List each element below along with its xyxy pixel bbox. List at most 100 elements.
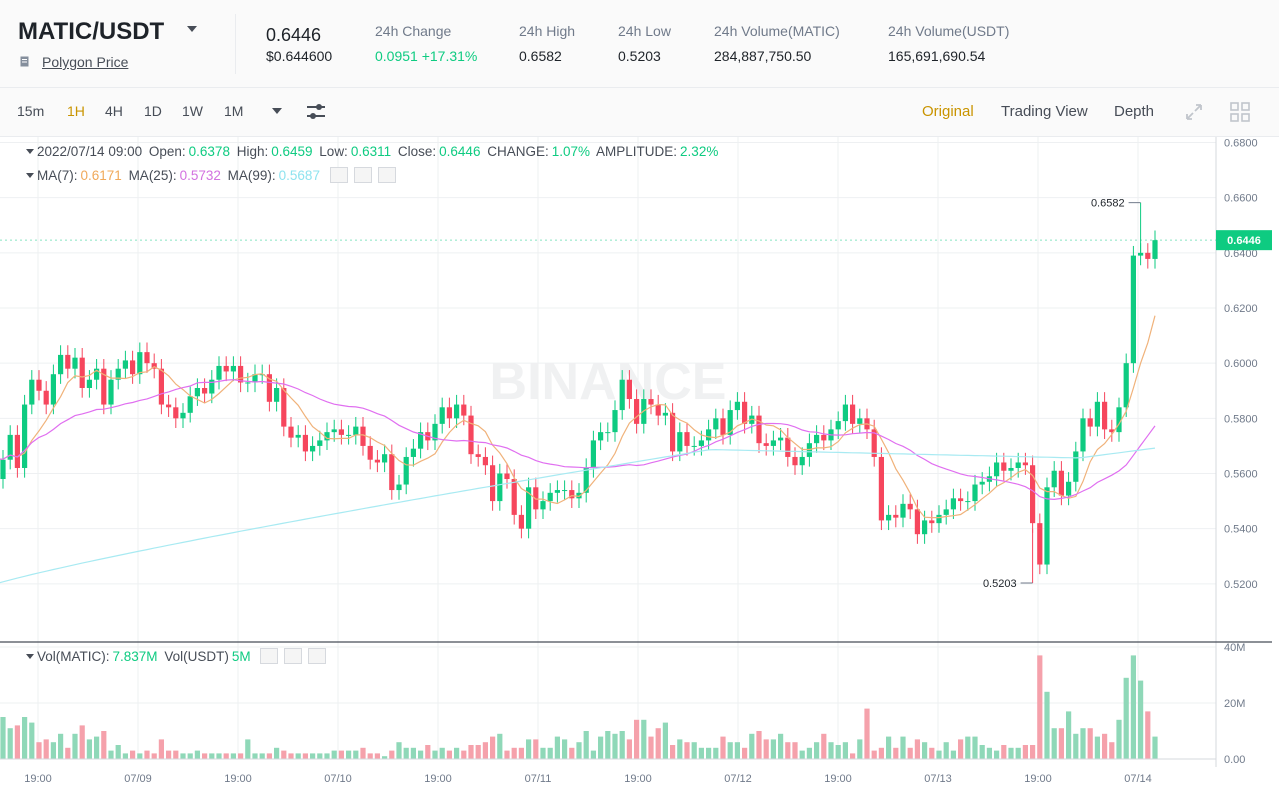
- volume-bar: [706, 747, 712, 759]
- price-tick-label: 0.6600: [1224, 193, 1258, 205]
- candle-body: [958, 498, 964, 502]
- volume-bar: [259, 753, 265, 759]
- candle-body: [540, 501, 546, 510]
- ma99-label: MA(99):: [227, 168, 276, 183]
- interval-4H[interactable]: 4H: [105, 103, 123, 119]
- stat-label: 24h Volume(USDT): [888, 23, 1010, 39]
- coin-info-link[interactable]: Polygon Price: [42, 54, 129, 70]
- ma-settings-icon[interactable]: [353, 167, 372, 183]
- interval-1H[interactable]: 1H: [67, 103, 85, 119]
- view-tab[interactable]: Trading View: [1001, 103, 1088, 120]
- volume-bar: [202, 753, 208, 759]
- time-tick-label: 07/13: [924, 773, 952, 785]
- time-tick-label: 19:00: [224, 773, 252, 785]
- candle-body: [475, 454, 481, 457]
- stat-value: 0.0951 +17.31%: [375, 48, 478, 64]
- candle-body: [648, 399, 654, 405]
- more-intervals-icon[interactable]: [272, 108, 282, 114]
- candle-body: [137, 352, 143, 375]
- time-tick-label: 19:00: [824, 773, 852, 785]
- volume-bar: [936, 750, 942, 759]
- volume-bar: [403, 747, 409, 759]
- candle-body: [504, 473, 510, 480]
- candle-body: [634, 399, 640, 424]
- stat-label: 24h Change: [375, 23, 452, 39]
- fullscreen-icon[interactable]: [1184, 102, 1204, 122]
- time-tick-label: 07/12: [724, 773, 752, 785]
- candle-body: [720, 418, 726, 435]
- volume-bar: [958, 739, 964, 759]
- ma-close-icon[interactable]: [377, 167, 396, 183]
- vol-settings-icon[interactable]: [284, 648, 303, 664]
- volume-bar: [1015, 747, 1021, 759]
- volume-bar: [893, 747, 899, 759]
- volume-bar: [194, 750, 200, 759]
- volume-bar: [1094, 736, 1100, 759]
- candle-body: [605, 432, 611, 434]
- candle-body: [1073, 451, 1079, 482]
- collapse-volume-icon[interactable]: [26, 654, 34, 659]
- volume-bar: [180, 753, 186, 759]
- volume-bar: [245, 739, 251, 759]
- candlestick-chart[interactable]: BINANCE 0.52000.54000.56000.58000.60000.…: [0, 137, 1279, 797]
- vol-visibility-icon[interactable]: [260, 648, 279, 664]
- stat-label: 24h Low: [618, 23, 671, 39]
- candle-body: [770, 440, 776, 446]
- close-label: Close:: [397, 144, 437, 159]
- volume-bar: [79, 725, 85, 759]
- volume-bar: [65, 747, 71, 759]
- volume-bar: [857, 739, 863, 759]
- chart-toolbar: 15m 1H 4H 1D 1W 1M Original Trading View Depth: [0, 88, 1279, 137]
- watermark: BINANCE: [490, 353, 727, 411]
- candle-body: [374, 459, 380, 463]
- candle-body: [1030, 465, 1036, 524]
- volume-bar: [878, 747, 884, 759]
- candle-body: [972, 484, 978, 502]
- interval-1D[interactable]: 1D: [144, 103, 162, 119]
- time-tick-label: 07/11: [525, 773, 552, 785]
- vol-close-icon[interactable]: [308, 648, 327, 664]
- ma-visibility-icon[interactable]: [329, 167, 348, 183]
- settings-sliders-icon[interactable]: [306, 102, 326, 122]
- candle-body: [209, 379, 215, 394]
- candle-body: [324, 432, 330, 441]
- ma-legend: MA(7): 0.6171 MA(25): 0.5732 MA(99): 0.5687: [26, 167, 399, 183]
- collapse-legend-icon[interactable]: [26, 149, 34, 154]
- volume-bar: [238, 753, 244, 759]
- volume-bar: [446, 750, 452, 759]
- view-tab[interactable]: Original: [922, 103, 974, 120]
- volume-tick-label: 20M: [1224, 698, 1245, 710]
- volume-bar: [540, 747, 546, 759]
- candle-body: [612, 410, 618, 433]
- volume-bar: [461, 750, 467, 759]
- pair-dropdown-icon[interactable]: [187, 26, 197, 32]
- stat-value: 165,691,690.54: [888, 48, 986, 64]
- volume-bar: [274, 747, 280, 759]
- candle-body: [706, 429, 712, 441]
- interval-1W[interactable]: 1W: [182, 103, 203, 119]
- candle-body: [821, 434, 827, 441]
- volume-bar: [799, 750, 805, 759]
- price-tick-label: 0.6400: [1224, 248, 1258, 260]
- view-tab[interactable]: Depth: [1114, 103, 1155, 120]
- pair-title[interactable]: MATIC/USDT: [18, 18, 165, 45]
- candle-body: [914, 509, 920, 535]
- volume-bar: [641, 719, 647, 759]
- volume-bar: [396, 742, 402, 759]
- candle-body: [785, 437, 791, 457]
- volume-bar: [554, 736, 560, 759]
- interval-15m[interactable]: 15m: [17, 103, 45, 119]
- volume-bar: [914, 739, 920, 759]
- volume-bar: [1152, 736, 1158, 759]
- candle-body: [50, 374, 56, 405]
- candle-body: [684, 432, 690, 446]
- candle-body: [1102, 401, 1108, 430]
- volume-bar: [29, 722, 35, 759]
- interval-1M[interactable]: 1M: [224, 103, 244, 119]
- collapse-ma-icon[interactable]: [26, 173, 34, 178]
- candle-body: [274, 388, 280, 402]
- grid-layout-icon[interactable]: [1229, 101, 1251, 123]
- volume-bar: [792, 742, 798, 759]
- candle-body: [562, 490, 568, 492]
- vol-label: Vol(MATIC):: [37, 649, 110, 664]
